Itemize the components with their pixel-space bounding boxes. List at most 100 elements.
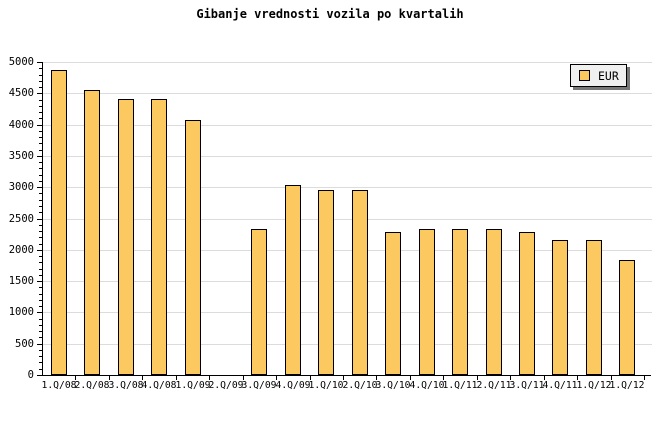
y-major-tick — [37, 249, 42, 251]
y-major-tick — [37, 281, 42, 283]
x-tick — [276, 376, 277, 380]
gridline — [43, 249, 652, 251]
chart-title: Gibanje vrednosti vozila po kvartalih — [196, 7, 464, 21]
gridline — [43, 187, 652, 189]
y-major-tick — [37, 155, 42, 157]
bar-3.Q/10 — [385, 232, 401, 375]
x-axis-label: 2.Q/11 — [476, 380, 512, 391]
y-axis-label: 3500 — [8, 149, 34, 162]
x-tick — [310, 376, 311, 380]
y-minor-tick — [39, 324, 42, 326]
y-minor-tick — [39, 199, 42, 201]
y-minor-tick — [39, 118, 42, 120]
y-axis-label: 4500 — [8, 87, 34, 100]
y-minor-tick — [39, 237, 42, 239]
y-minor-tick — [39, 274, 42, 276]
y-minor-tick — [39, 331, 42, 333]
y-minor-tick — [39, 87, 42, 89]
gridline — [43, 62, 652, 63]
x-axis-label: 3.Q/09 — [241, 380, 277, 391]
y-minor-tick — [39, 268, 42, 270]
gridline — [43, 218, 652, 220]
x-axis-label: 1.Q/12 — [609, 380, 645, 391]
x-tick — [209, 376, 210, 380]
legend-swatch-eur-icon — [579, 70, 590, 81]
y-axis-label: 1500 — [8, 275, 34, 288]
bar-2.Q/11 — [486, 228, 502, 375]
y-minor-tick — [39, 168, 42, 170]
x-axis-label: 3.Q/08 — [108, 380, 144, 391]
y-minor-tick — [39, 143, 42, 145]
bar-4.Q/11 — [552, 240, 568, 375]
x-tick — [510, 376, 511, 380]
x-axis-label: 1.Q/12 — [576, 380, 612, 391]
y-minor-tick — [39, 299, 42, 301]
y-axis-label: 5000 — [8, 56, 34, 68]
y-major-tick — [37, 187, 42, 189]
y-minor-tick — [39, 306, 42, 308]
x-axis-label: 3.Q/11 — [509, 380, 545, 391]
bar-2.Q/08 — [84, 90, 100, 375]
legend-label: EUR — [598, 68, 619, 83]
x-tick — [611, 376, 612, 380]
gridline — [43, 93, 652, 95]
y-axis-label: 2500 — [8, 212, 34, 225]
y-major-tick — [37, 375, 42, 376]
gridline — [43, 281, 652, 283]
y-axis-label: 4000 — [8, 118, 34, 131]
y-major-tick — [37, 93, 42, 95]
bar-4.Q/08 — [151, 98, 167, 375]
y-major-tick — [37, 218, 42, 220]
x-tick — [544, 376, 545, 380]
y-minor-tick — [39, 368, 42, 370]
y-minor-tick — [39, 293, 42, 295]
x-axis-line — [42, 375, 651, 376]
bar-1.Q/09 — [185, 119, 201, 375]
gridline — [43, 124, 652, 126]
x-axis-label: 3.Q/10 — [375, 380, 411, 391]
y-minor-tick — [39, 256, 42, 258]
x-tick — [243, 376, 244, 380]
y-minor-tick — [39, 80, 42, 82]
y-minor-tick — [39, 205, 42, 207]
y-minor-tick — [39, 149, 42, 151]
bar-3.Q/11 — [519, 232, 535, 375]
bar-1.Q/11 — [452, 228, 468, 375]
y-minor-tick — [39, 362, 42, 364]
y-minor-tick — [39, 112, 42, 114]
x-tick — [343, 376, 344, 380]
y-minor-tick — [39, 74, 42, 76]
x-axis-label: 4.Q/08 — [141, 380, 177, 391]
y-major-tick — [37, 62, 42, 63]
bar-1.Q/10 — [318, 189, 334, 375]
bar-1.Q/08 — [51, 69, 67, 375]
y-minor-tick — [39, 349, 42, 351]
bar-1.Q/12 — [619, 260, 635, 375]
gridline — [43, 155, 652, 157]
x-tick — [109, 376, 110, 380]
y-axis-label: 2000 — [8, 243, 34, 256]
x-tick — [376, 376, 377, 380]
y-major-tick — [37, 312, 42, 314]
x-axis-label: 2.Q/09 — [208, 380, 244, 391]
x-axis-label: 1.Q/10 — [308, 380, 344, 391]
y-minor-tick — [39, 287, 42, 289]
x-tick — [75, 376, 76, 380]
y-minor-tick — [39, 212, 42, 214]
y-minor-tick — [39, 99, 42, 101]
bar-1.Q/12 — [586, 240, 602, 375]
x-axis-label: 1.Q/09 — [175, 380, 211, 391]
bar-3.Q/09 — [251, 228, 267, 375]
y-minor-tick — [39, 337, 42, 339]
y-minor-tick — [39, 162, 42, 164]
y-minor-tick — [39, 243, 42, 245]
legend: EUR — [570, 64, 627, 87]
y-minor-tick — [39, 224, 42, 226]
x-tick — [443, 376, 444, 380]
y-minor-tick — [39, 174, 42, 176]
gridline — [43, 343, 652, 345]
x-tick — [176, 376, 177, 380]
x-axis-label: 4.Q/11 — [542, 380, 578, 391]
y-axis-label: 3000 — [8, 181, 34, 194]
